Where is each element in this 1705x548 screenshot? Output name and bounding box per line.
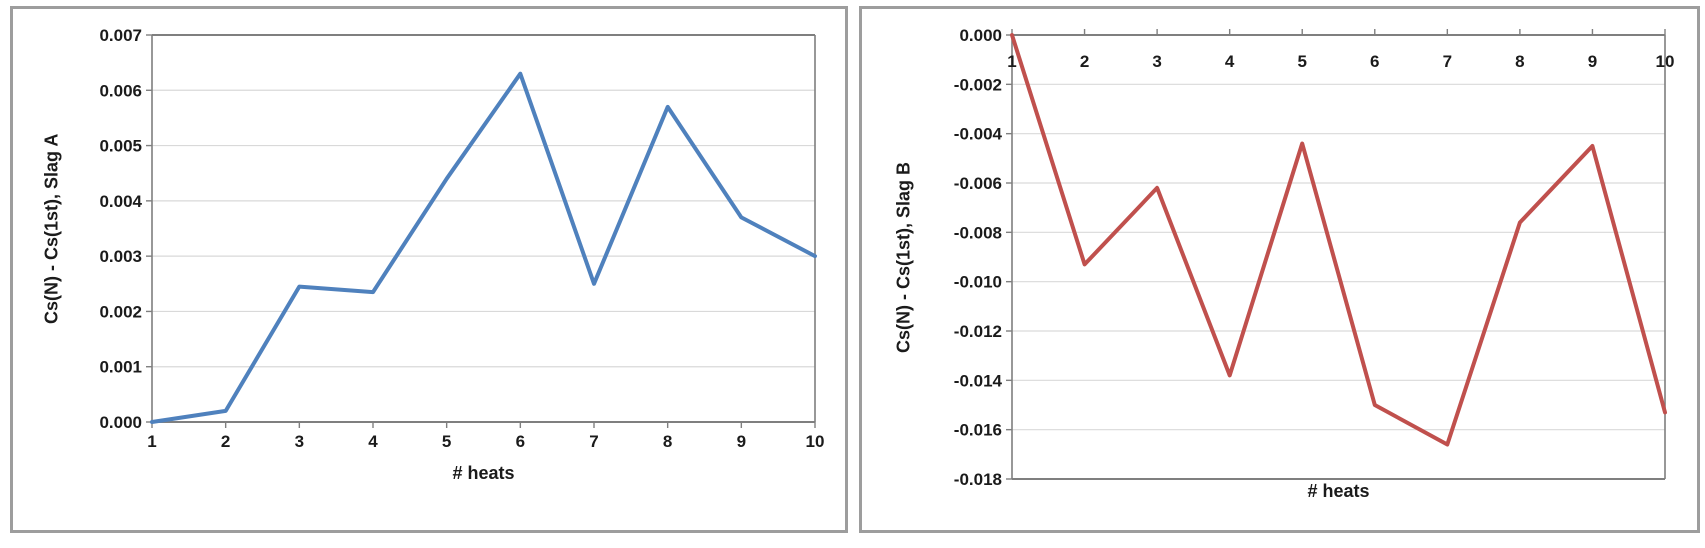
- y-tick-label: 0.007: [99, 26, 142, 45]
- data-line: [1010, 33, 1667, 447]
- line-chart-slag-b: 0.000 -0.002 -0.004 -0.006 -0.008 -0.010 -0.01…: [954, 26, 1675, 489]
- y-tick-label: 0.001: [99, 358, 142, 377]
- y-tick-label: -0.002: [954, 75, 1002, 94]
- x-tick-label: 4: [368, 432, 378, 451]
- x-tick-label: 3: [1152, 52, 1161, 71]
- x-tick-label: 5: [1297, 52, 1306, 71]
- data-line: [150, 71, 817, 424]
- y-tick-label: -0.004: [954, 125, 1003, 144]
- x-tick-label: 5: [442, 432, 451, 451]
- x-tick-label: 10: [1656, 52, 1675, 71]
- x-tick-label: 8: [1515, 52, 1524, 71]
- x-tick-label: 3: [295, 432, 304, 451]
- y-tick-label: -0.006: [954, 174, 1002, 193]
- line-chart-slag-a: 0.007 0.006 0.005 0.004 0.003 0.002 0.001 0.000…: [99, 26, 825, 451]
- x-tick-label: 6: [1370, 52, 1379, 71]
- chart-panel-slag-a: 0.007 0.006 0.005 0.004 0.003 0.002 0.001 0.000…: [10, 6, 848, 533]
- x-tick-label: 4: [1225, 52, 1235, 71]
- x-tick-label: 2: [221, 432, 230, 451]
- x-tick-label: 7: [1443, 52, 1452, 71]
- x-tick-label: 6: [516, 432, 525, 451]
- y-tick-label: 0.005: [99, 137, 142, 156]
- x-tick-label: 10: [806, 432, 825, 451]
- x-tick-label: 1: [147, 432, 156, 451]
- x-tick-label: 9: [737, 432, 746, 451]
- x-tick-label: 8: [663, 432, 672, 451]
- y-tick-label: 0.002: [99, 302, 142, 321]
- x-tick-label: 9: [1588, 52, 1597, 71]
- y-tick-label: -0.018: [954, 470, 1002, 489]
- y-tick-label: 0.006: [99, 81, 142, 100]
- x-tick-label: 2: [1080, 52, 1089, 71]
- y-tick-label: 0.003: [99, 247, 142, 266]
- y-axis-title-slag-b: Cs(N) - Cs(1st), Slag B: [893, 161, 914, 353]
- y-tick-label: 0.000: [959, 26, 1002, 45]
- chart-panel-slag-b: 0.000 -0.002 -0.004 -0.006 -0.008 -0.010 -0.01…: [859, 6, 1700, 533]
- y-tick-label: -0.008: [954, 223, 1002, 242]
- y-tick-label: -0.014: [954, 371, 1003, 390]
- y-axis-title-slag-a: Cs(N) - Cs(1st), Slag A: [41, 133, 62, 324]
- y-tick-label: 0.004: [99, 192, 142, 211]
- x-axis-title-slag-a: # heats: [452, 462, 515, 483]
- y-tick-label: -0.012: [954, 322, 1002, 341]
- x-tick-label: 1: [1007, 52, 1016, 71]
- y-tick-label: -0.010: [954, 273, 1002, 292]
- y-tick-label: 0.000: [99, 413, 142, 432]
- y-tick-label: -0.016: [954, 421, 1002, 440]
- x-axis-title-slag-b: # heats: [1307, 480, 1370, 501]
- x-tick-label: 7: [589, 432, 598, 451]
